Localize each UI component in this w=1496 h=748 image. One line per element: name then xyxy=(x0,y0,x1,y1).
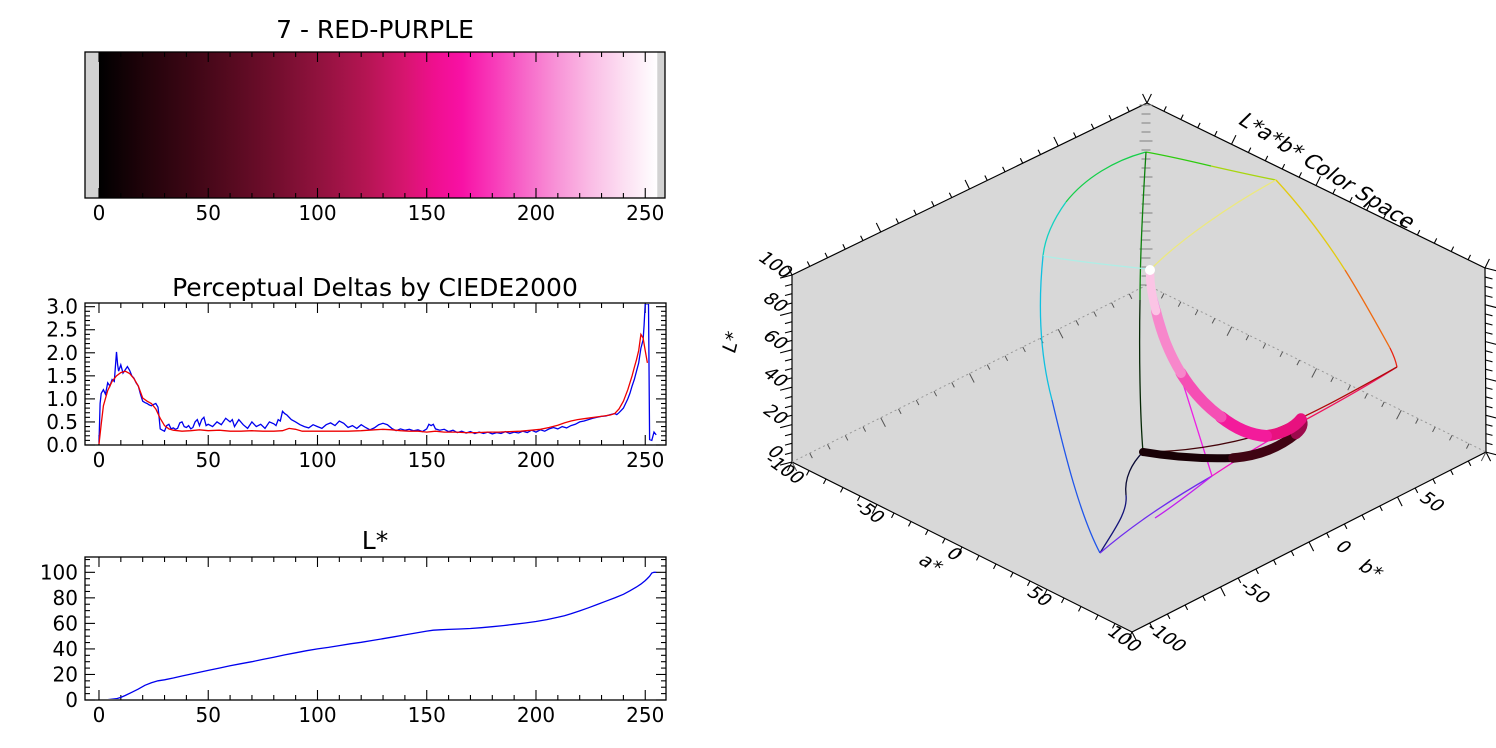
y-tick-label: 2.0 xyxy=(46,341,78,365)
y-tick-label: 1.5 xyxy=(46,364,78,388)
x-tick-label: 50 xyxy=(196,448,221,472)
x-tick-label: 250 xyxy=(626,201,664,225)
tick-label-3d: 100 xyxy=(753,248,797,282)
y-tick-label: 0 xyxy=(65,688,78,712)
y-tick-label: 3.0 xyxy=(46,295,78,319)
y-tick-label: 0.5 xyxy=(46,410,78,434)
tick-label-3d: 50 xyxy=(1414,489,1449,516)
x-tick-label: 100 xyxy=(298,448,336,472)
colormap-trajectory xyxy=(1139,265,1308,463)
b-axis-label: b* xyxy=(1353,556,1388,584)
x-tick-label: 200 xyxy=(517,201,555,225)
tick-label-3d: 0 xyxy=(1330,537,1355,558)
deltas-title: Perceptual Deltas by CIEDE2000 xyxy=(172,273,578,302)
tick-label-3d: 80 xyxy=(758,289,793,316)
series-line xyxy=(98,304,657,443)
y-tick-label: 80 xyxy=(53,586,78,610)
lab-3d-ticks xyxy=(779,93,1496,642)
series-line xyxy=(98,332,649,444)
tick-label-3d: -100 xyxy=(1141,619,1191,656)
x-tick-label: 150 xyxy=(408,703,446,727)
trajectory-end-marker xyxy=(1145,265,1155,275)
x-tick-label: 50 xyxy=(196,201,221,225)
deltas-panel: 0 50 100 150 200 250 3.02.52.01.51.00.50.0 xyxy=(46,295,667,472)
tick-label-3d: -50 xyxy=(1235,577,1275,608)
x-tick-label: 0 xyxy=(93,703,106,727)
l-axis-label: L* xyxy=(718,328,744,357)
x-tick-label: 100 xyxy=(298,703,336,727)
colorbar-panel: 0 50 100 150 200 250 xyxy=(84,51,666,225)
y-tick-label: 0.0 xyxy=(46,433,78,457)
tick-label-3d: 60 xyxy=(758,327,793,354)
y-tick-label: 60 xyxy=(53,611,78,635)
series-line xyxy=(106,571,657,699)
x-tick-label: 200 xyxy=(517,448,555,472)
tick-label-3d: 20 xyxy=(758,401,793,428)
x-tick-label: 100 xyxy=(298,201,336,225)
tick-label-3d: 40 xyxy=(758,364,793,391)
x-tick-label: 50 xyxy=(196,703,221,727)
x-tick-label: 200 xyxy=(517,703,555,727)
left-2d-charts: 0 50 100 150 200 250 0 50 100 150 200 2503.02.52.0… xyxy=(40,15,667,727)
y-tick-label: 2.5 xyxy=(46,318,78,342)
x-tick-label: 150 xyxy=(408,201,446,225)
lightness-title: L* xyxy=(362,526,388,555)
y-tick-label: 1.0 xyxy=(46,387,78,411)
y-tick-label: 20 xyxy=(53,662,78,686)
y-tick-label: 100 xyxy=(40,560,78,584)
x-tick-label: 0 xyxy=(93,448,106,472)
a-axis-label: a* xyxy=(913,550,948,578)
x-tick-label: 250 xyxy=(626,703,664,727)
colorbar-title: 7 - RED-PURPLE xyxy=(276,15,474,44)
x-tick-label: 0 xyxy=(93,201,106,225)
x-tick-label: 250 xyxy=(626,448,664,472)
x-tick-label: 150 xyxy=(408,448,446,472)
y-tick-label: 40 xyxy=(53,637,78,661)
